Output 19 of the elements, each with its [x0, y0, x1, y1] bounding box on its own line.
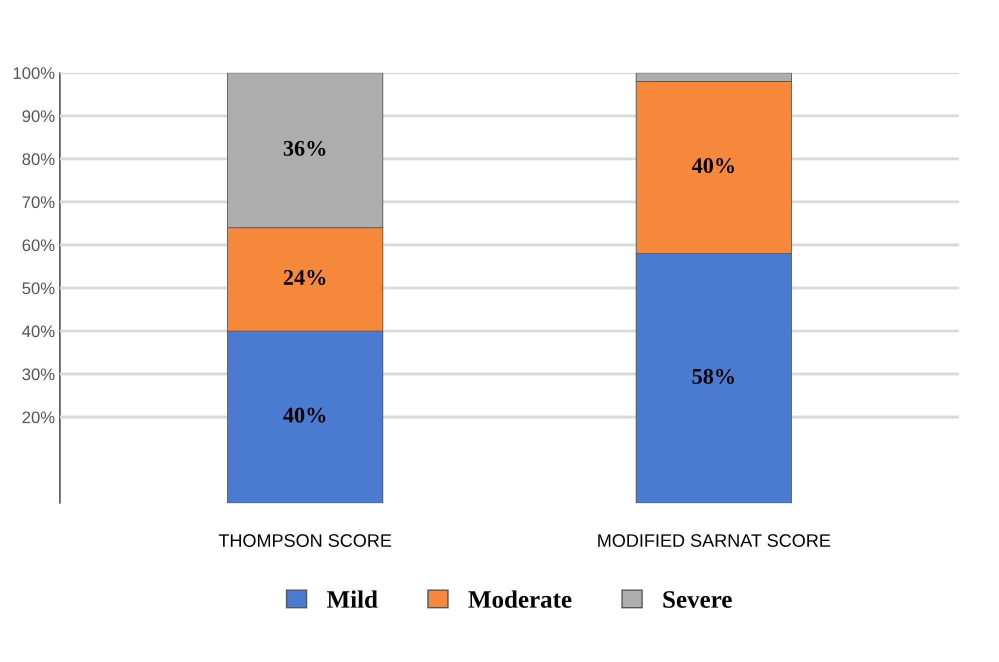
y-tick-label: 30%: [22, 368, 54, 380]
data-label: 24%: [284, 270, 326, 285]
x-tick-label: THOMPSON SCORE: [218, 534, 392, 547]
legend-label: Moderate: [468, 590, 572, 608]
legend-label: Severe: [663, 591, 732, 608]
y-tick-label: 90%: [22, 110, 54, 122]
x-tick-label: MODIFIED SARNAT SCORE: [598, 534, 830, 547]
y-tick-label: 40%: [22, 325, 54, 338]
data-label: 36%: [284, 140, 326, 156]
legend-label: Mild: [326, 590, 378, 608]
y-tick-label: 60%: [22, 239, 54, 252]
y-tick-label: 70%: [22, 196, 54, 208]
data-label: 40%: [692, 158, 734, 174]
y-tick-label: 20%: [22, 411, 54, 424]
y-tick-label: 50%: [22, 282, 54, 294]
data-label: 40%: [283, 408, 326, 423]
data-label: 58%: [692, 368, 734, 384]
y-tick-label: 80%: [22, 153, 54, 166]
y-tick-label: 100%: [14, 67, 54, 80]
